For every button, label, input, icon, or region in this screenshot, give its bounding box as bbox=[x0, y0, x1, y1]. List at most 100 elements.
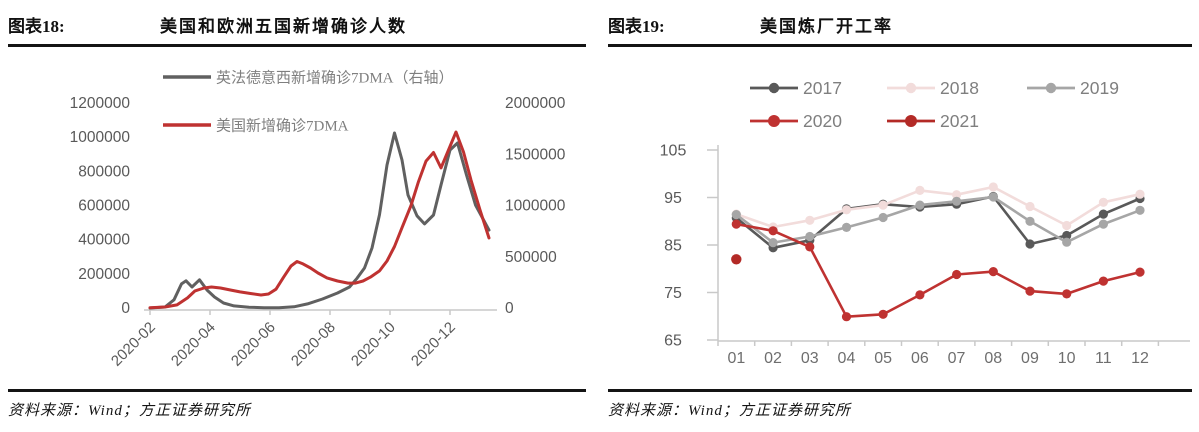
left-y-tick-label: 600000 bbox=[78, 198, 130, 215]
legend-item-2020: 2020 bbox=[750, 111, 842, 131]
marker-2018 bbox=[952, 190, 962, 200]
x-tick-label: 2020-04 bbox=[168, 319, 219, 370]
figure18-title: 美国和欧洲五国新增确诊人数 bbox=[160, 17, 407, 36]
marker-2019 bbox=[1135, 205, 1145, 215]
legend-label: 2018 bbox=[940, 78, 979, 98]
figure19-source-note: 资料来源：Wind；方正证券研究所 bbox=[608, 403, 851, 419]
marker-2019 bbox=[1025, 216, 1035, 226]
marker-2018 bbox=[1062, 220, 1072, 231]
figure18-header-rule bbox=[8, 44, 586, 47]
month-label: 09 bbox=[1021, 350, 1039, 367]
marker-2020 bbox=[768, 226, 778, 236]
month-label: 10 bbox=[1058, 350, 1076, 367]
marker-2018 bbox=[805, 215, 815, 225]
marker-2019 bbox=[1062, 237, 1072, 247]
right-y-tick-label: 0 bbox=[505, 300, 514, 317]
marker-2019 bbox=[768, 238, 778, 248]
covid-cases-chart: 2020-02 2020-04 2020-06 2020-08 2020-10 2020-… bbox=[0, 0, 600, 390]
marker-2019 bbox=[841, 222, 852, 232]
left-y-tick-label: 800000 bbox=[78, 163, 130, 180]
marker-2020 bbox=[988, 267, 998, 277]
marker-2018 bbox=[915, 185, 925, 195]
marker-2020 bbox=[1135, 267, 1145, 277]
marker-2018 bbox=[988, 182, 998, 192]
marker-2018 bbox=[1025, 201, 1035, 212]
marker-2017 bbox=[1062, 230, 1072, 241]
x-tick-label: 2020-10 bbox=[348, 319, 399, 370]
x-tick-label: 2020-06 bbox=[228, 319, 279, 370]
x-tick-label: 2020-12 bbox=[408, 319, 459, 370]
figure18-panel: 图表18: 美国和欧洲五国新增确诊人数 2020-02 2020-04 2020-0… bbox=[0, 0, 600, 419]
month-label: 02 bbox=[764, 350, 782, 367]
marker-2020 bbox=[1062, 289, 1072, 299]
figure19-panel: 图表19: 美国炼厂开工率 65 75 85 95 105 01 02 03 04 05 06 07 0… bbox=[600, 0, 1199, 432]
legend-label: 2020 bbox=[803, 111, 842, 131]
left-y-tick-label: 1000000 bbox=[70, 129, 131, 146]
legend-label: 2019 bbox=[1080, 78, 1119, 98]
legend-label: 美国新增确诊7DMA bbox=[216, 118, 349, 135]
covid-cases-svg: 2020-02 2020-04 2020-06 2020-08 2020-10 2020-… bbox=[70, 69, 566, 370]
y-tick-label: 65 bbox=[664, 333, 682, 350]
figure19-footer-rule bbox=[608, 389, 1192, 392]
y-tick-label: 95 bbox=[664, 190, 682, 207]
figure19-label: 图表19: bbox=[608, 17, 665, 36]
x-axis: 2020-02 2020-04 2020-06 2020-08 2020-10 2020-… bbox=[108, 309, 497, 370]
marker-2020 bbox=[952, 269, 962, 280]
marker-2019 bbox=[731, 210, 741, 220]
left-y-tick-label: 0 bbox=[121, 300, 130, 317]
marker-2020 bbox=[805, 242, 815, 252]
marker-2020 bbox=[878, 309, 888, 319]
series-2020 bbox=[731, 219, 1145, 322]
month-label: 03 bbox=[801, 350, 819, 367]
marker-2019 bbox=[805, 231, 815, 242]
figure19-header-rule bbox=[608, 44, 1192, 47]
legend-item-2018: 2018 bbox=[887, 78, 979, 98]
marker-2018 bbox=[841, 205, 852, 215]
left-y-axis: 0 200000 400000 600000 800000 1000000 1200000 bbox=[70, 95, 131, 317]
marker-2017 bbox=[1098, 209, 1108, 219]
month-label: 04 bbox=[838, 350, 856, 367]
series-2019 bbox=[731, 192, 1145, 248]
month-label: 12 bbox=[1131, 350, 1149, 367]
marker-2020 bbox=[841, 312, 852, 322]
x-tick-label: 2020-02 bbox=[108, 319, 159, 370]
series-2018 bbox=[731, 182, 1145, 232]
marker-2018 bbox=[878, 200, 888, 210]
figure18-source-note: 资料来源：Wind；方正证券研究所 bbox=[8, 403, 251, 419]
legend-label: 2017 bbox=[803, 78, 842, 98]
right-y-tick-label: 1000000 bbox=[505, 198, 566, 215]
legend-label: 英法德意西新增确诊7DMA（右轴） bbox=[216, 69, 454, 87]
marker-2019 bbox=[988, 192, 998, 202]
marker-2018 bbox=[1098, 197, 1108, 207]
marker-2020 bbox=[731, 219, 741, 229]
series-2021 bbox=[731, 254, 742, 265]
figure18-label: 图表18: bbox=[8, 17, 65, 36]
series-line-us bbox=[148, 130, 491, 310]
left-y-tick-label: 200000 bbox=[78, 266, 130, 283]
marker-2018 bbox=[1135, 189, 1145, 199]
marker-2021 bbox=[731, 254, 742, 265]
figure18-footer-rule bbox=[8, 389, 586, 392]
axes: 65 75 85 95 105 01 02 03 04 05 06 07 08 09 10 11 12 bbox=[660, 143, 1190, 367]
marker-2019 bbox=[1098, 219, 1108, 229]
right-y-tick-label: 2000000 bbox=[505, 95, 566, 112]
x-tick-label: 2020-08 bbox=[288, 319, 339, 370]
legend-item-2017: 2017 bbox=[750, 78, 842, 98]
month-label: 08 bbox=[984, 350, 1002, 367]
refinery-utilization-chart: 65 75 85 95 105 01 02 03 04 05 06 07 08 09 10 11 12 2017 2… bbox=[600, 0, 1199, 390]
right-y-axis: 0 500000 1000000 1500000 2000000 bbox=[505, 95, 566, 317]
marker-2019 bbox=[878, 212, 888, 223]
left-y-tick-label: 400000 bbox=[78, 232, 130, 249]
legend-item-2021: 2021 bbox=[887, 111, 979, 131]
marker-2020 bbox=[915, 290, 925, 300]
month-label: 01 bbox=[727, 350, 745, 367]
legend-item-europe5: 英法德意西新增确诊7DMA（右轴） bbox=[163, 69, 454, 87]
y-tick-label: 85 bbox=[664, 238, 682, 255]
marker-2019 bbox=[952, 196, 962, 206]
legend-item-2019: 2019 bbox=[1027, 78, 1119, 98]
month-label: 07 bbox=[948, 350, 966, 367]
refinery-utilization-svg: 65 75 85 95 105 01 02 03 04 05 06 07 08 09 10 11 12 2017 2… bbox=[660, 78, 1190, 367]
series-line-europe5 bbox=[148, 131, 491, 310]
marker-2020 bbox=[1098, 276, 1108, 286]
